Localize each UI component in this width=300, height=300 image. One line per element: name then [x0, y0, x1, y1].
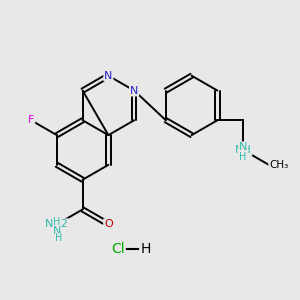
Text: H: H	[53, 217, 61, 227]
Text: O: O	[104, 219, 113, 229]
Text: H: H	[141, 242, 151, 256]
Text: N: N	[239, 142, 247, 152]
Text: N: N	[53, 226, 61, 236]
Text: N: N	[104, 71, 112, 81]
Text: H: H	[239, 152, 247, 162]
Text: F: F	[28, 115, 34, 125]
Text: N: N	[130, 85, 138, 96]
Text: CH₃: CH₃	[269, 160, 288, 170]
Text: Cl: Cl	[112, 242, 125, 256]
Text: NH: NH	[235, 145, 251, 155]
Text: H: H	[55, 233, 62, 243]
Text: NH2: NH2	[45, 219, 69, 229]
